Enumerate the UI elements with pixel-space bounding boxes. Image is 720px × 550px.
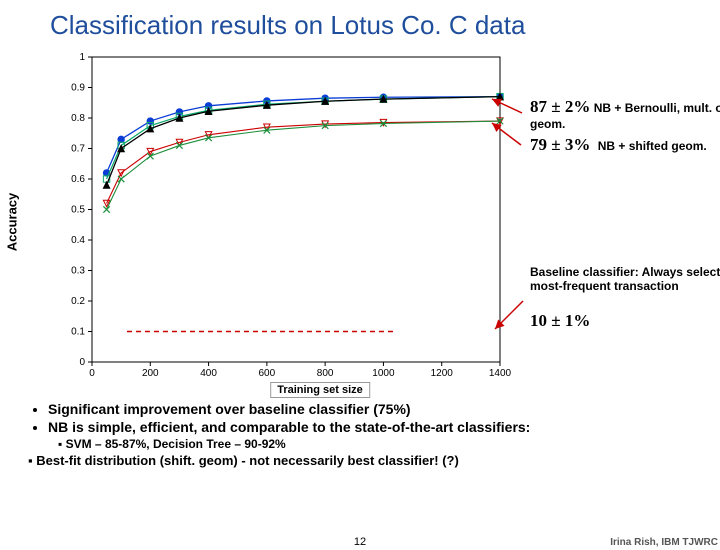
svg-text:800: 800	[317, 368, 334, 379]
svg-text:0.3: 0.3	[71, 266, 85, 277]
svg-text:200: 200	[142, 368, 159, 379]
svg-text:1000: 1000	[372, 368, 395, 379]
page-title: Classification results on Lotus Co. C da…	[50, 10, 720, 41]
callout-baseline: Baseline classifier: Always selects most…	[530, 265, 720, 294]
svg-text:0: 0	[89, 368, 95, 379]
svg-text:0: 0	[79, 357, 85, 368]
svg-text:1: 1	[79, 52, 85, 63]
x-axis-label: Training set size	[270, 382, 370, 398]
bullet-2a: ▪ SVM – 85-87%, Decision Tree – 90-92%	[58, 437, 700, 451]
svg-text:0.9: 0.9	[71, 83, 85, 94]
callout-top: 87 ± 2% NB + Bernoulli, mult. or geom.	[530, 97, 720, 132]
svg-text:0.5: 0.5	[71, 205, 85, 216]
bullet-1: Significant improvement over baseline cl…	[48, 401, 700, 417]
svg-text:1400: 1400	[489, 368, 512, 379]
attribution: Irina Rish, IBM TJWRC	[610, 537, 718, 548]
bullet-3: ▪ Best-fit distribution (shift. geom) - …	[28, 453, 700, 468]
svg-text:0.6: 0.6	[71, 174, 85, 185]
svg-text:0.7: 0.7	[71, 144, 85, 155]
svg-text:600: 600	[259, 368, 276, 379]
bullet-2: NB is simple, efficient, and comparable …	[48, 419, 700, 435]
page-number: 12	[354, 536, 366, 548]
bullet-list: Significant improvement over baseline cl…	[30, 401, 700, 451]
callout-mid: 79 ± 3% NB + shifted geom.	[530, 135, 720, 155]
svg-text:0.2: 0.2	[71, 296, 85, 307]
svg-text:0.8: 0.8	[71, 113, 85, 124]
svg-text:0.4: 0.4	[71, 235, 85, 246]
svg-text:0.1: 0.1	[71, 327, 85, 338]
svg-text:1200: 1200	[431, 368, 454, 379]
chart-container: Accuracy 020040060080010001200140000.10.…	[40, 47, 600, 397]
line-chart: 0 200 400 600 800 1000 1200 1400 0 0.1 0.2 0.3 0.4 0.…	[40, 47, 600, 397]
svg-text:400: 400	[200, 368, 217, 379]
y-axis-label: Accuracy	[5, 193, 20, 252]
